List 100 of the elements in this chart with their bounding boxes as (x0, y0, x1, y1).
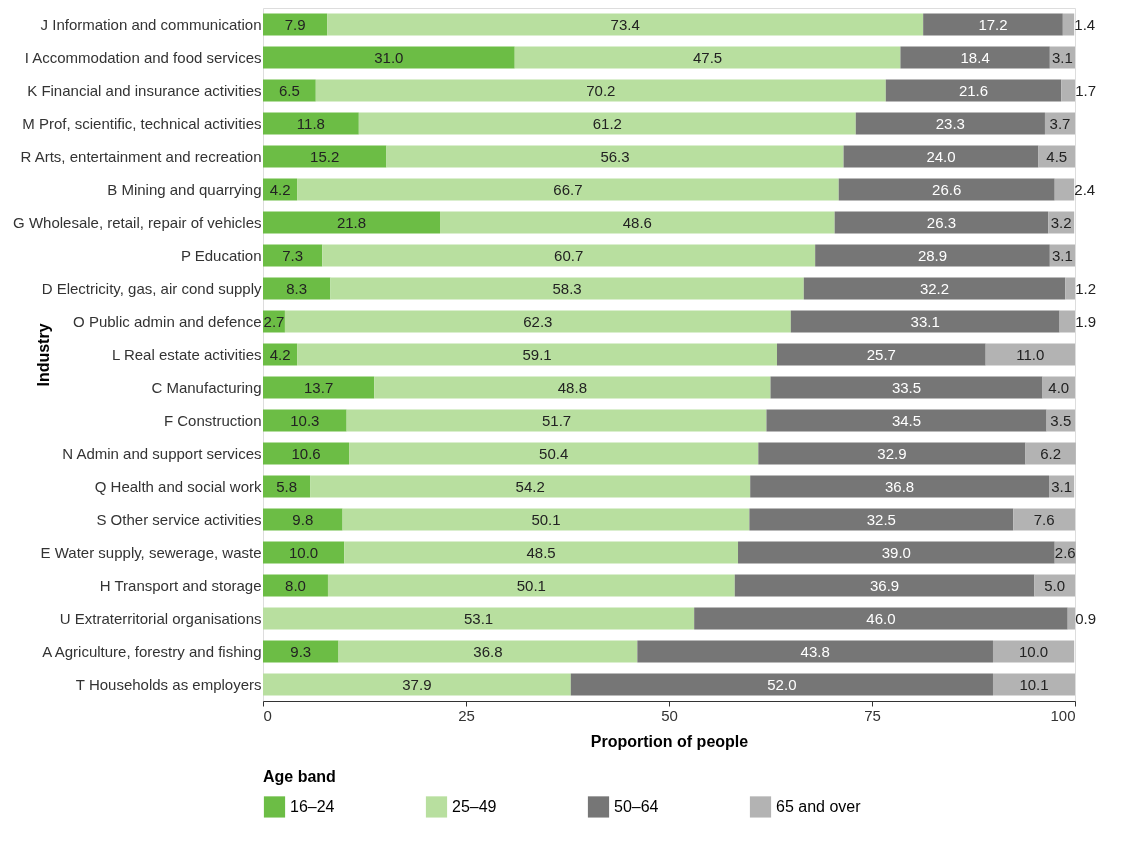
data-label: 7.9 (284, 15, 306, 33)
data-label: 18.4 (960, 48, 990, 66)
data-label: 1.7 (1075, 81, 1096, 99)
data-label: 8.3 (286, 279, 308, 297)
x-tick-label: 100 (1050, 706, 1076, 724)
y-tick-label: H Transport and storage (99, 576, 262, 594)
y-tick-label: M Prof, scientific, technical activities (22, 114, 262, 132)
data-label: 2.7 (263, 312, 285, 330)
data-label: 60.7 (554, 246, 584, 264)
x-tick-label: 0 (263, 706, 272, 724)
y-tick-label: B Mining and quarrying (107, 180, 262, 198)
y-tick-label: G Wholesale, retail, repair of vehicles (13, 213, 262, 231)
data-label: 34.5 (891, 411, 922, 429)
data-label: 52.0 (767, 675, 797, 693)
y-tick-label: K Financial and insurance activities (27, 81, 262, 99)
y-tick-label: F Construction (163, 411, 262, 429)
data-label: 17.2 (978, 15, 1008, 33)
data-label: 48.5 (526, 543, 556, 561)
y-tick-label: T Households as employers (75, 675, 262, 693)
legend-label: 50–64 (614, 797, 659, 815)
data-label: 3.7 (1049, 114, 1071, 132)
data-label: 5.8 (276, 477, 297, 495)
y-tick-label: U Extraterritorial organisations (59, 609, 262, 627)
y-tick-label: E Water supply, sewerage, waste (40, 543, 262, 561)
data-label: 9.8 (292, 510, 314, 528)
data-label: 36.8 (885, 477, 915, 495)
x-axis-title: Proportion of people (590, 732, 749, 750)
data-label: 32.5 (866, 510, 896, 528)
y-tick-label: Q Health and social work (94, 477, 262, 495)
data-label: 11.8 (296, 114, 325, 132)
y-tick-label: N Admin and support services (62, 444, 262, 462)
data-label: 3.1 (1051, 246, 1073, 264)
data-label: 5.0 (1044, 576, 1066, 594)
data-label: 10.0 (289, 543, 319, 561)
data-label: 1.2 (1075, 279, 1096, 297)
data-label: 13.7 (304, 378, 334, 396)
x-tick-label: 75 (864, 706, 881, 724)
data-label: 36.9 (869, 576, 900, 594)
data-label: 53.1 (463, 609, 494, 627)
data-label: 15.2 (310, 147, 340, 165)
data-label: 9.3 (290, 642, 312, 660)
data-label: 6.5 (278, 81, 300, 99)
data-label: 4.2 (269, 180, 291, 198)
data-label: 6.2 (1040, 444, 1062, 462)
y-tick-label: A Agriculture, forestry and fishing (42, 642, 262, 660)
y-tick-label: L Real estate activities (111, 345, 262, 363)
data-label: 11.0 (1016, 345, 1045, 363)
y-tick-label: I Accommodation and food services (24, 48, 262, 66)
data-label: 2.6 (1054, 543, 1076, 561)
y-tick-label: O Public admin and defence (73, 312, 262, 330)
legend-label: 65 and over (776, 797, 862, 815)
data-label: 3.2 (1050, 213, 1072, 231)
data-label: 28.9 (917, 246, 948, 264)
data-label: 4.0 (1048, 378, 1070, 396)
data-label: 32.9 (877, 444, 907, 462)
data-label: 51.7 (541, 411, 572, 429)
y-tick-label: D Electricity, gas, air cond supply (41, 279, 262, 297)
data-label: 1.9 (1075, 312, 1096, 330)
data-label: 24.0 (926, 147, 956, 165)
data-label: 66.7 (553, 180, 583, 198)
data-label: 3.5 (1050, 411, 1072, 429)
data-label: 46.0 (866, 609, 896, 627)
x-tick-label: 25 (458, 706, 475, 724)
data-label: 62.3 (523, 312, 553, 330)
data-label: 21.6 (958, 81, 989, 99)
y-tick-label: S Other service activities (96, 510, 262, 528)
data-label: 31.0 (374, 48, 404, 66)
data-label: 36.8 (473, 642, 503, 660)
data-label: 58.3 (552, 279, 582, 297)
legend-title: Age band (263, 768, 336, 785)
data-label: 32.2 (919, 279, 950, 297)
y-tick-label: C Manufacturing (151, 378, 262, 396)
y-tick-label: P Education (180, 246, 262, 264)
y-tick-label: J Information and communication (40, 15, 262, 33)
y-tick-label: R Arts, entertainment and recreation (20, 147, 262, 165)
data-label: 2.4 (1074, 180, 1096, 198)
data-label: 50.1 (531, 510, 561, 528)
data-label: 1.4 (1074, 15, 1096, 33)
data-label: 21.8 (336, 213, 367, 231)
x-tick-label: 50 (661, 706, 678, 724)
data-label: 7.6 (1033, 510, 1055, 528)
data-label: 4.2 (269, 345, 291, 363)
data-label: 10.1 (1019, 675, 1049, 693)
data-label: 39.0 (881, 543, 911, 561)
data-label: 26.3 (926, 213, 957, 231)
data-label: 33.5 (891, 378, 922, 396)
data-label: 26.6 (932, 180, 962, 198)
data-label: 33.1 (910, 312, 940, 330)
data-label: 10.6 (291, 444, 321, 462)
data-label: 37.9 (402, 675, 432, 693)
data-label: 70.2 (586, 81, 616, 99)
data-label: 56.3 (600, 147, 630, 165)
y-axis-title: Industry (34, 323, 52, 387)
data-label: 59.1 (522, 345, 552, 363)
data-label: 3.1 (1051, 48, 1073, 66)
legend-label: 16–24 (290, 797, 335, 815)
data-label: 3.1 (1051, 477, 1073, 495)
legend-label: 25–49 (452, 797, 497, 815)
data-label: 47.5 (692, 48, 723, 66)
data-label: 61.2 (592, 114, 622, 132)
